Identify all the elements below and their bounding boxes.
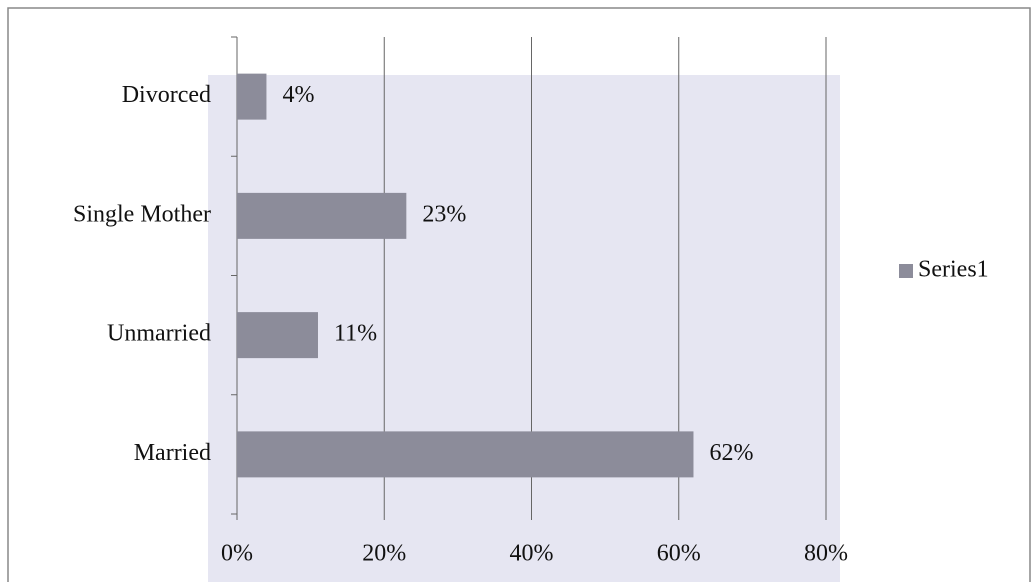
data-label: 23% [422, 201, 466, 227]
data-label: 11% [334, 321, 377, 347]
x-tick-label: 40% [510, 541, 554, 567]
y-tick-label: Divorced [122, 82, 211, 108]
x-tick-label: 60% [657, 541, 701, 567]
bar [237, 431, 694, 478]
legend-label: Series1 [918, 257, 989, 283]
bar [237, 73, 267, 120]
x-tick-label: 20% [362, 541, 406, 567]
data-label: 4% [282, 82, 314, 108]
data-label: 62% [709, 440, 753, 466]
x-tick-label: 80% [804, 541, 848, 567]
legend-swatch [899, 264, 913, 278]
bar [237, 312, 318, 359]
x-tick-label: 0% [221, 541, 253, 567]
y-tick-label: Unmarried [107, 321, 211, 347]
y-tick-label: Married [134, 440, 211, 466]
bar [237, 192, 407, 239]
y-tick-label: Single Mother [73, 201, 211, 227]
